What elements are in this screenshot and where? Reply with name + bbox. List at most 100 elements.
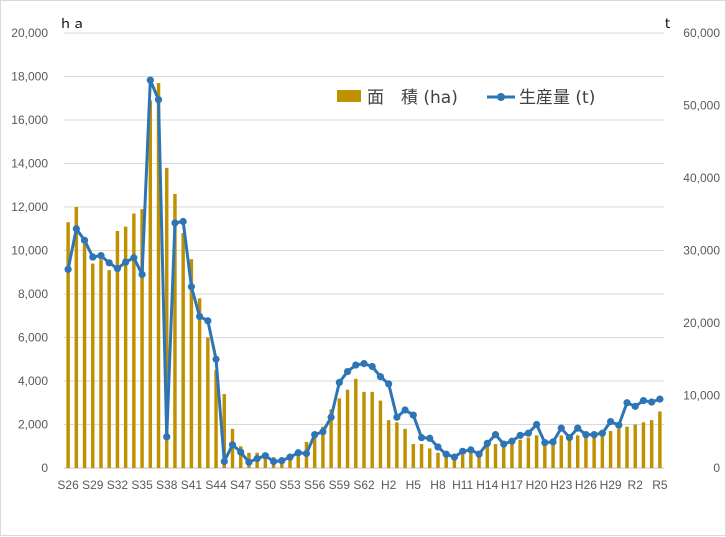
area-bar	[156, 83, 161, 469]
area-bar	[263, 454, 268, 468]
production-point	[302, 449, 311, 458]
x-tick-label: H17	[501, 478, 523, 492]
x-tick-label: R2	[628, 478, 644, 492]
area-bar	[329, 409, 333, 468]
y-right-tick-label: 10,000	[683, 389, 720, 403]
production-point	[368, 362, 376, 371]
x-tick-label: R5	[652, 478, 668, 492]
area-bar	[189, 259, 194, 468]
production-point	[335, 378, 343, 387]
area-bar	[132, 213, 136, 468]
production-point	[393, 413, 401, 421]
production-point	[409, 411, 417, 419]
area-bar	[617, 428, 621, 468]
area-bar	[296, 450, 300, 468]
area-bar	[82, 243, 87, 468]
production-point	[237, 448, 245, 456]
area-bar	[419, 444, 424, 468]
y-left-tick-label: 16,000	[11, 113, 48, 127]
area-bar	[633, 424, 637, 468]
area-bar	[608, 431, 613, 468]
production-point	[343, 367, 352, 376]
area-bar	[444, 457, 448, 468]
production-point	[623, 399, 631, 407]
area-bar	[181, 233, 185, 468]
area-bar	[477, 450, 481, 468]
area-bar	[600, 433, 605, 468]
production-point	[417, 433, 426, 442]
area-bar	[403, 428, 407, 468]
area-bar	[370, 391, 374, 468]
production-point	[122, 258, 130, 266]
y-right-tick-label: 50,000	[683, 99, 720, 113]
area-bar	[493, 444, 498, 468]
production-point	[516, 431, 524, 439]
legend-swatch-area	[337, 90, 361, 102]
area-bar	[518, 439, 522, 468]
area-bar	[428, 448, 432, 468]
area-bar	[460, 454, 465, 468]
y-left-tick-label: 8,000	[18, 287, 48, 301]
production-point	[72, 225, 80, 233]
production-point	[171, 219, 179, 227]
area-bar	[510, 441, 514, 468]
area-bar	[649, 420, 654, 468]
area-bar	[543, 439, 547, 468]
y-axis-left-ticks: 0 2,000 4,000 6,000 8,000 10,000 12,000 14,000 1…	[11, 26, 48, 475]
area-bar	[107, 270, 111, 468]
x-tick-label: S50	[255, 478, 277, 492]
production-point	[80, 236, 89, 244]
area-bar	[74, 207, 79, 468]
y-left-tick-label: 6,000	[18, 331, 48, 345]
production-point	[557, 424, 565, 432]
production-point	[360, 360, 368, 368]
x-tick-label: S44	[205, 478, 227, 492]
area-bar	[91, 263, 95, 468]
x-tick-label: H5	[406, 478, 422, 492]
production-point	[204, 317, 212, 325]
x-tick-label: S62	[353, 478, 375, 492]
production-point	[426, 434, 434, 442]
area-bar	[469, 452, 473, 468]
area-bar	[378, 400, 383, 468]
y-right-tick-label: 60,000	[683, 26, 720, 40]
production-point	[269, 457, 278, 466]
production-point	[631, 402, 639, 410]
area-bar	[238, 446, 243, 468]
production-point	[187, 283, 195, 291]
area-bar	[99, 259, 103, 468]
x-tick-label: H2	[381, 478, 397, 492]
y-right-unit: t	[665, 17, 670, 32]
production-point	[401, 406, 409, 414]
area-bars	[66, 83, 662, 469]
area-bar	[288, 454, 292, 468]
x-tick-label: H29	[600, 478, 622, 492]
production-point	[450, 453, 459, 461]
production-point	[245, 458, 253, 466]
area-bar	[395, 422, 399, 468]
legend-label-area: 面 積 (ha)	[367, 88, 458, 108]
y-right-tick-label: 0	[713, 461, 720, 475]
area-bar	[345, 389, 350, 468]
y-left-tick-label: 14,000	[11, 157, 48, 171]
area-bar	[641, 422, 646, 468]
x-tick-label: S32	[107, 478, 129, 492]
area-bar	[230, 428, 235, 468]
production-line	[64, 76, 664, 466]
x-axis-ticks: S26 S29 S32 S35 S38 S41 S44 S47 S50 S53 S56 S59 S62 H…	[57, 478, 667, 492]
production-point	[565, 433, 574, 442]
production-point	[582, 431, 590, 439]
y-left-tick-label: 10,000	[11, 244, 48, 258]
area-bar	[584, 435, 588, 468]
production-point	[196, 312, 204, 321]
production-point	[549, 438, 557, 446]
production-point	[105, 259, 113, 267]
area-bar	[337, 398, 342, 468]
production-point	[648, 398, 656, 406]
x-tick-label: S35	[131, 478, 153, 492]
area-bar	[551, 439, 555, 468]
production-point	[598, 429, 606, 437]
production-point	[524, 429, 532, 437]
area-bar	[485, 446, 490, 468]
production-point	[294, 449, 302, 457]
